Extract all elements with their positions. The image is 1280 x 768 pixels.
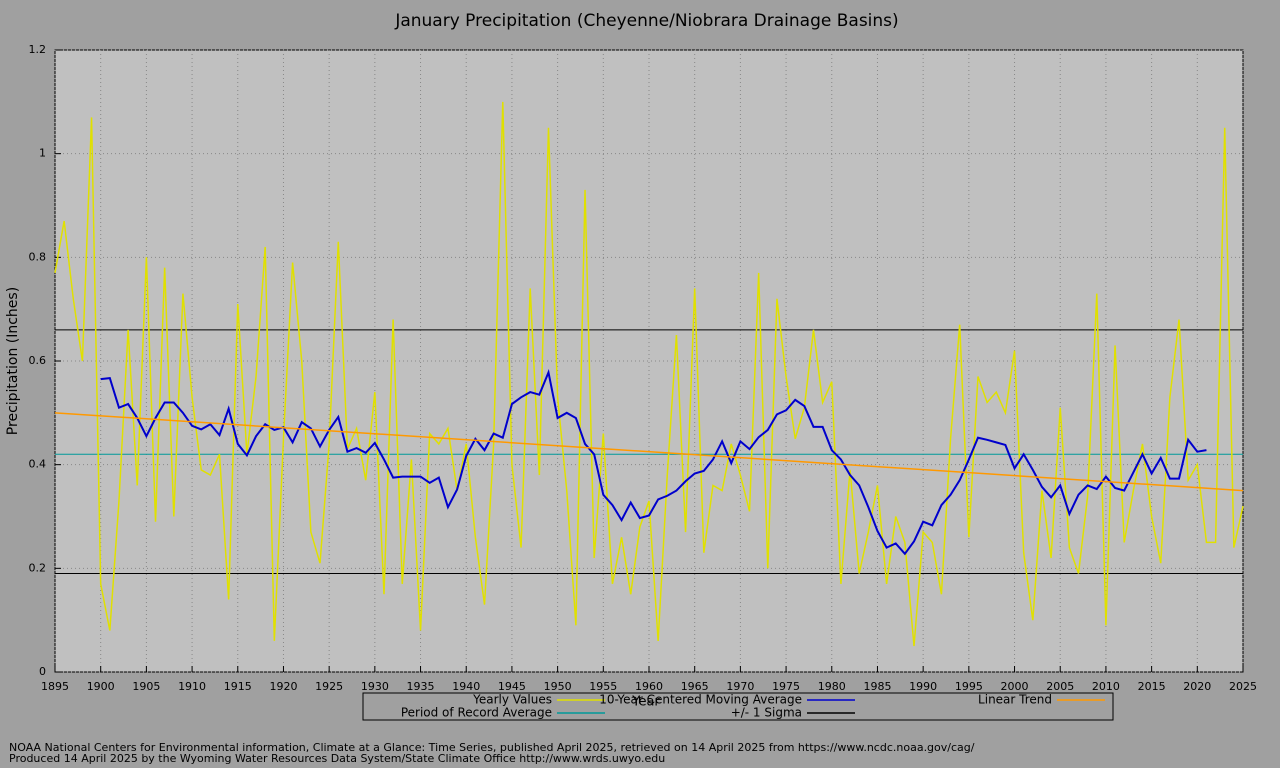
x-tick-label: 2020 — [1183, 680, 1211, 693]
chart-title: January Precipitation (Cheyenne/Niobrara… — [394, 11, 898, 31]
x-tick-label: 1915 — [224, 680, 252, 693]
x-axis-label: Year — [631, 695, 660, 710]
x-tick-label: 2025 — [1229, 680, 1257, 693]
y-tick-label: 0.4 — [29, 458, 47, 471]
x-tick-label: 1980 — [818, 680, 846, 693]
x-tick-label: 1970 — [726, 680, 754, 693]
legend-label: Linear Trend — [978, 693, 1052, 707]
y-tick-label: 0.2 — [29, 561, 47, 574]
x-tick-label: 1955 — [589, 680, 617, 693]
x-tick-label: 1990 — [909, 680, 937, 693]
legend-label: 10-Year Centered Moving Average — [599, 693, 802, 707]
y-tick-label: 1 — [39, 147, 46, 160]
footer-line: Produced 14 April 2025 by the Wyoming Wa… — [9, 752, 665, 765]
x-tick-label: 1910 — [178, 680, 206, 693]
y-tick-label: 1.2 — [29, 43, 47, 56]
x-tick-label: 1920 — [269, 680, 297, 693]
x-tick-label: 1995 — [955, 680, 983, 693]
plot-area — [54, 49, 1244, 673]
x-tick-label: 1940 — [452, 680, 480, 693]
y-tick-label: 0.8 — [29, 250, 47, 263]
legend-label: Period of Record Average — [401, 706, 552, 720]
x-tick-label: 1925 — [315, 680, 343, 693]
footer-line: NOAA National Centers for Environmental … — [9, 741, 975, 754]
x-tick-label: 2015 — [1138, 680, 1166, 693]
x-tick-label: 1975 — [772, 680, 800, 693]
y-axis-label: Precipitation (Inches) — [5, 287, 21, 435]
x-tick-label: 1935 — [407, 680, 435, 693]
x-tick-label: 1895 — [41, 680, 69, 693]
x-tick-label: 1930 — [361, 680, 389, 693]
x-tick-label: 2010 — [1092, 680, 1120, 693]
x-tick-label: 2005 — [1046, 680, 1074, 693]
x-tick-label: 1965 — [681, 680, 709, 693]
y-tick-label: 0 — [39, 665, 46, 678]
x-tick-label: 1960 — [635, 680, 663, 693]
series-line — [54, 101, 1244, 647]
x-tick-label: 1985 — [863, 680, 891, 693]
series-line — [100, 368, 1207, 556]
series-line — [54, 412, 1244, 492]
legend-box — [362, 692, 1114, 721]
legend-label: Yearly Values — [472, 693, 552, 707]
x-tick-label: 1945 — [498, 680, 526, 693]
x-tick-label: 1905 — [132, 680, 160, 693]
y-tick-label: 0.6 — [29, 354, 47, 367]
x-tick-label: 1900 — [87, 680, 115, 693]
x-tick-label: 2000 — [1001, 680, 1029, 693]
legend-label: +/- 1 Sigma — [731, 706, 802, 720]
x-tick-label: 1950 — [544, 680, 572, 693]
